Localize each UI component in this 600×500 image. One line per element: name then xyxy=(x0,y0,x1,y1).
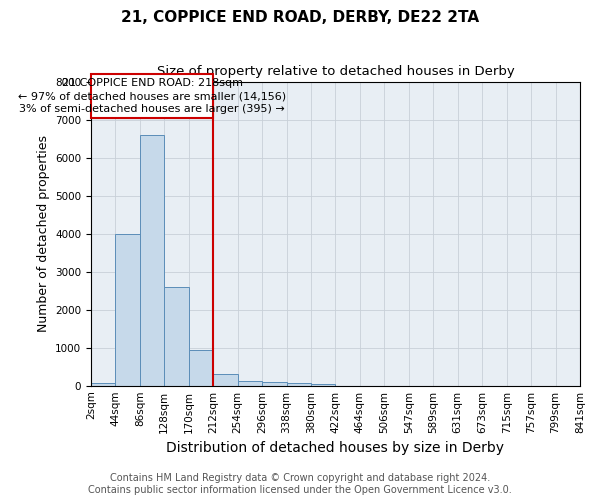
Text: 21 COPPICE END ROAD: 218sqm
← 97% of detached houses are smaller (14,156)
3% of : 21 COPPICE END ROAD: 218sqm ← 97% of det… xyxy=(18,78,286,114)
FancyBboxPatch shape xyxy=(91,74,213,118)
Bar xyxy=(238,381,262,386)
Bar xyxy=(311,384,335,386)
Bar xyxy=(115,234,140,386)
Bar xyxy=(287,384,311,386)
Bar xyxy=(164,287,189,386)
Bar xyxy=(91,382,115,386)
Text: 21, COPPICE END ROAD, DERBY, DE22 2TA: 21, COPPICE END ROAD, DERBY, DE22 2TA xyxy=(121,10,479,25)
Bar xyxy=(140,135,164,386)
Text: Contains HM Land Registry data © Crown copyright and database right 2024.
Contai: Contains HM Land Registry data © Crown c… xyxy=(88,474,512,495)
Title: Size of property relative to detached houses in Derby: Size of property relative to detached ho… xyxy=(157,65,514,78)
X-axis label: Distribution of detached houses by size in Derby: Distribution of detached houses by size … xyxy=(166,441,505,455)
Bar xyxy=(262,382,287,386)
Bar xyxy=(189,350,213,386)
Y-axis label: Number of detached properties: Number of detached properties xyxy=(37,136,50,332)
Bar xyxy=(213,374,238,386)
